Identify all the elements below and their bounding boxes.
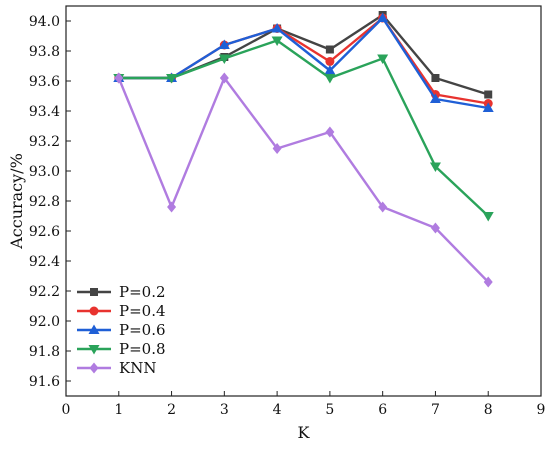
- data-point: [430, 222, 440, 234]
- data-point: [482, 102, 494, 112]
- x-tick-label: 4: [273, 402, 282, 418]
- legend-swatch-marker: [89, 306, 99, 316]
- legend-item: P=0.8: [77, 340, 166, 358]
- axis-titles: K Accuracy/%: [7, 153, 311, 442]
- x-tick-label: 9: [537, 402, 546, 418]
- series-knn: [114, 72, 493, 288]
- series-line: [117, 76, 490, 283]
- x-tick-label: 3: [220, 402, 229, 418]
- x-tick-label: 0: [62, 402, 71, 418]
- legend-label: P=0.4: [119, 302, 166, 320]
- y-tick-label: 92.4: [29, 254, 60, 270]
- x-tick-label: 7: [431, 402, 440, 418]
- series-p-0-4: [114, 13, 493, 108]
- data-point: [271, 23, 283, 33]
- data-point: [429, 93, 441, 103]
- data-point: [377, 54, 389, 64]
- legend-item: P=0.2: [77, 283, 166, 301]
- legend-label: P=0.8: [119, 340, 166, 358]
- y-tick-label: 92.0: [29, 314, 60, 330]
- data-point: [218, 39, 230, 49]
- legend-label: KNN: [119, 359, 156, 377]
- y-tick-label: 92.8: [29, 194, 60, 210]
- data-point: [167, 201, 177, 213]
- axes: 0 1 2 3 4 5 6 7 8 9 91.6 91.8 92.0 92.2 92.4 92.6 92.8 93…: [29, 5, 546, 418]
- series-p-0-6: [113, 12, 494, 112]
- y-tick-label: 91.6: [29, 374, 60, 390]
- y-tick-label: 93.0: [29, 164, 60, 180]
- legend-swatch-marker: [88, 345, 100, 355]
- series-line: [118, 16, 489, 105]
- y-tick-label: 93.2: [29, 134, 60, 150]
- y-axis-title: Accuracy/%: [7, 153, 26, 250]
- y-tick-label: 94.0: [29, 14, 60, 30]
- legend-swatch-marker: [88, 324, 100, 334]
- legend-item: P=0.4: [77, 302, 166, 320]
- series-layer: [113, 11, 494, 288]
- data-point: [114, 72, 124, 84]
- y-tick-label: 91.8: [29, 344, 60, 360]
- series-p-0-8: [113, 36, 494, 222]
- data-point: [166, 74, 178, 84]
- data-point: [324, 65, 336, 75]
- y-tick-label: 93.8: [29, 44, 60, 60]
- data-point: [271, 36, 283, 46]
- data-point: [272, 143, 282, 154]
- data-point: [378, 201, 388, 213]
- data-point: [325, 126, 335, 138]
- x-tick-label: 1: [114, 402, 123, 418]
- data-point: [483, 276, 493, 288]
- y-tick-label: 93.4: [29, 104, 60, 120]
- series-line: [118, 16, 489, 110]
- legend-label: P=0.6: [119, 321, 166, 339]
- data-point: [431, 74, 440, 82]
- legend-item: P=0.6: [77, 321, 166, 339]
- data-point: [377, 12, 389, 22]
- y-tick-label: 92.6: [29, 224, 60, 240]
- data-point: [325, 45, 334, 54]
- data-point: [218, 54, 230, 64]
- data-point: [324, 74, 336, 84]
- x-tick-label: 5: [325, 402, 334, 418]
- data-point: [325, 57, 335, 66]
- legend-item: KNN: [77, 359, 156, 377]
- legend-swatch-marker: [90, 288, 98, 296]
- data-point: [429, 162, 441, 172]
- data-point: [482, 212, 494, 222]
- x-tick-label: 8: [484, 402, 493, 418]
- x-tick-label: 6: [378, 402, 387, 418]
- series-line: [118, 13, 489, 96]
- legend-swatch-marker: [89, 362, 99, 374]
- data-point: [484, 90, 493, 99]
- y-tick-label: 92.2: [29, 284, 60, 300]
- legend-label: P=0.2: [119, 283, 166, 301]
- series-p-0-2: [114, 11, 493, 99]
- data-point: [219, 72, 229, 84]
- series-line: [118, 39, 490, 217]
- y-tick-label: 93.6: [29, 74, 60, 90]
- x-tick-label: 2: [167, 402, 176, 418]
- x-axis-title: K: [298, 423, 311, 442]
